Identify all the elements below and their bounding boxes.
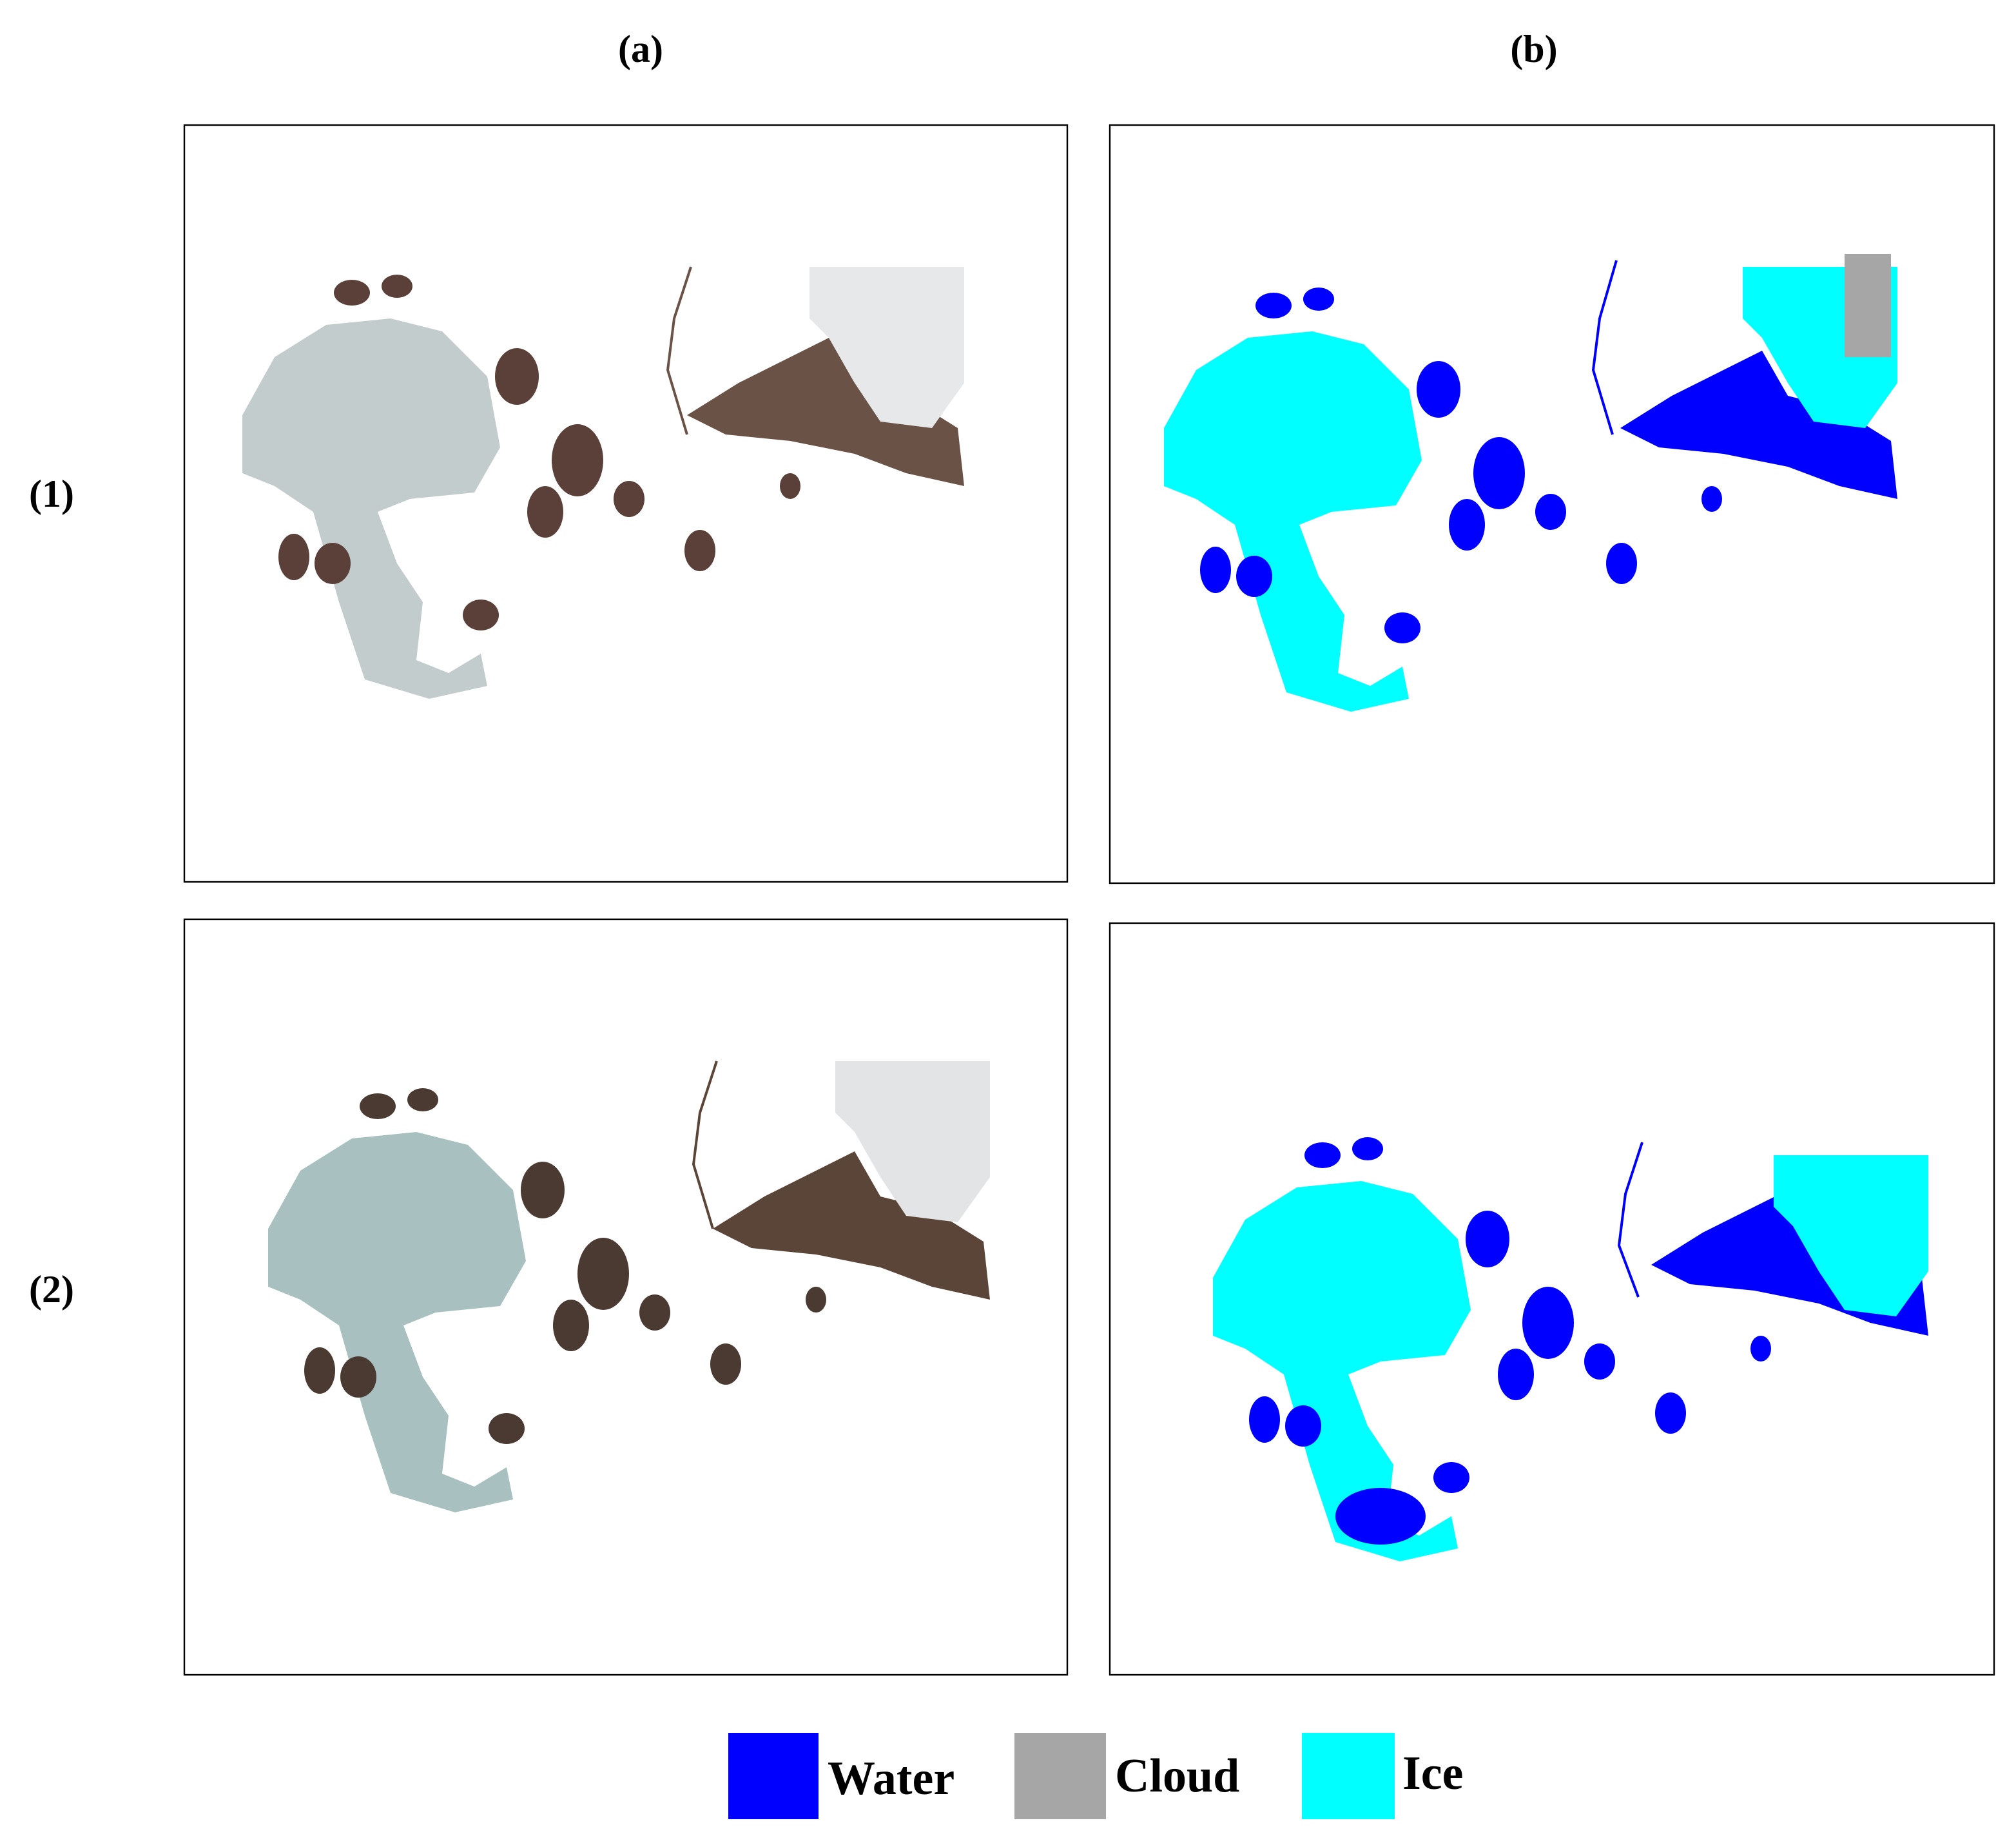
row-label: (2) [29, 1268, 74, 1311]
classification-panel [1109, 922, 1995, 1676]
legend-swatch [1014, 1733, 1106, 1819]
column-label: (b) [1510, 28, 1557, 70]
legend-label: Water [828, 1752, 955, 1805]
classification-panel [1109, 124, 1995, 884]
legend-label: Cloud [1115, 1750, 1239, 1802]
row-label: (1) [29, 473, 74, 515]
legend-swatch [728, 1733, 819, 1819]
image-panel [183, 124, 1069, 883]
legend-label: Ice [1402, 1747, 1464, 1800]
column-label: (a) [618, 28, 663, 70]
legend-swatch [1302, 1733, 1395, 1819]
legend: Water Cloud Ice [728, 1733, 1464, 1819]
image-panel [183, 918, 1069, 1676]
